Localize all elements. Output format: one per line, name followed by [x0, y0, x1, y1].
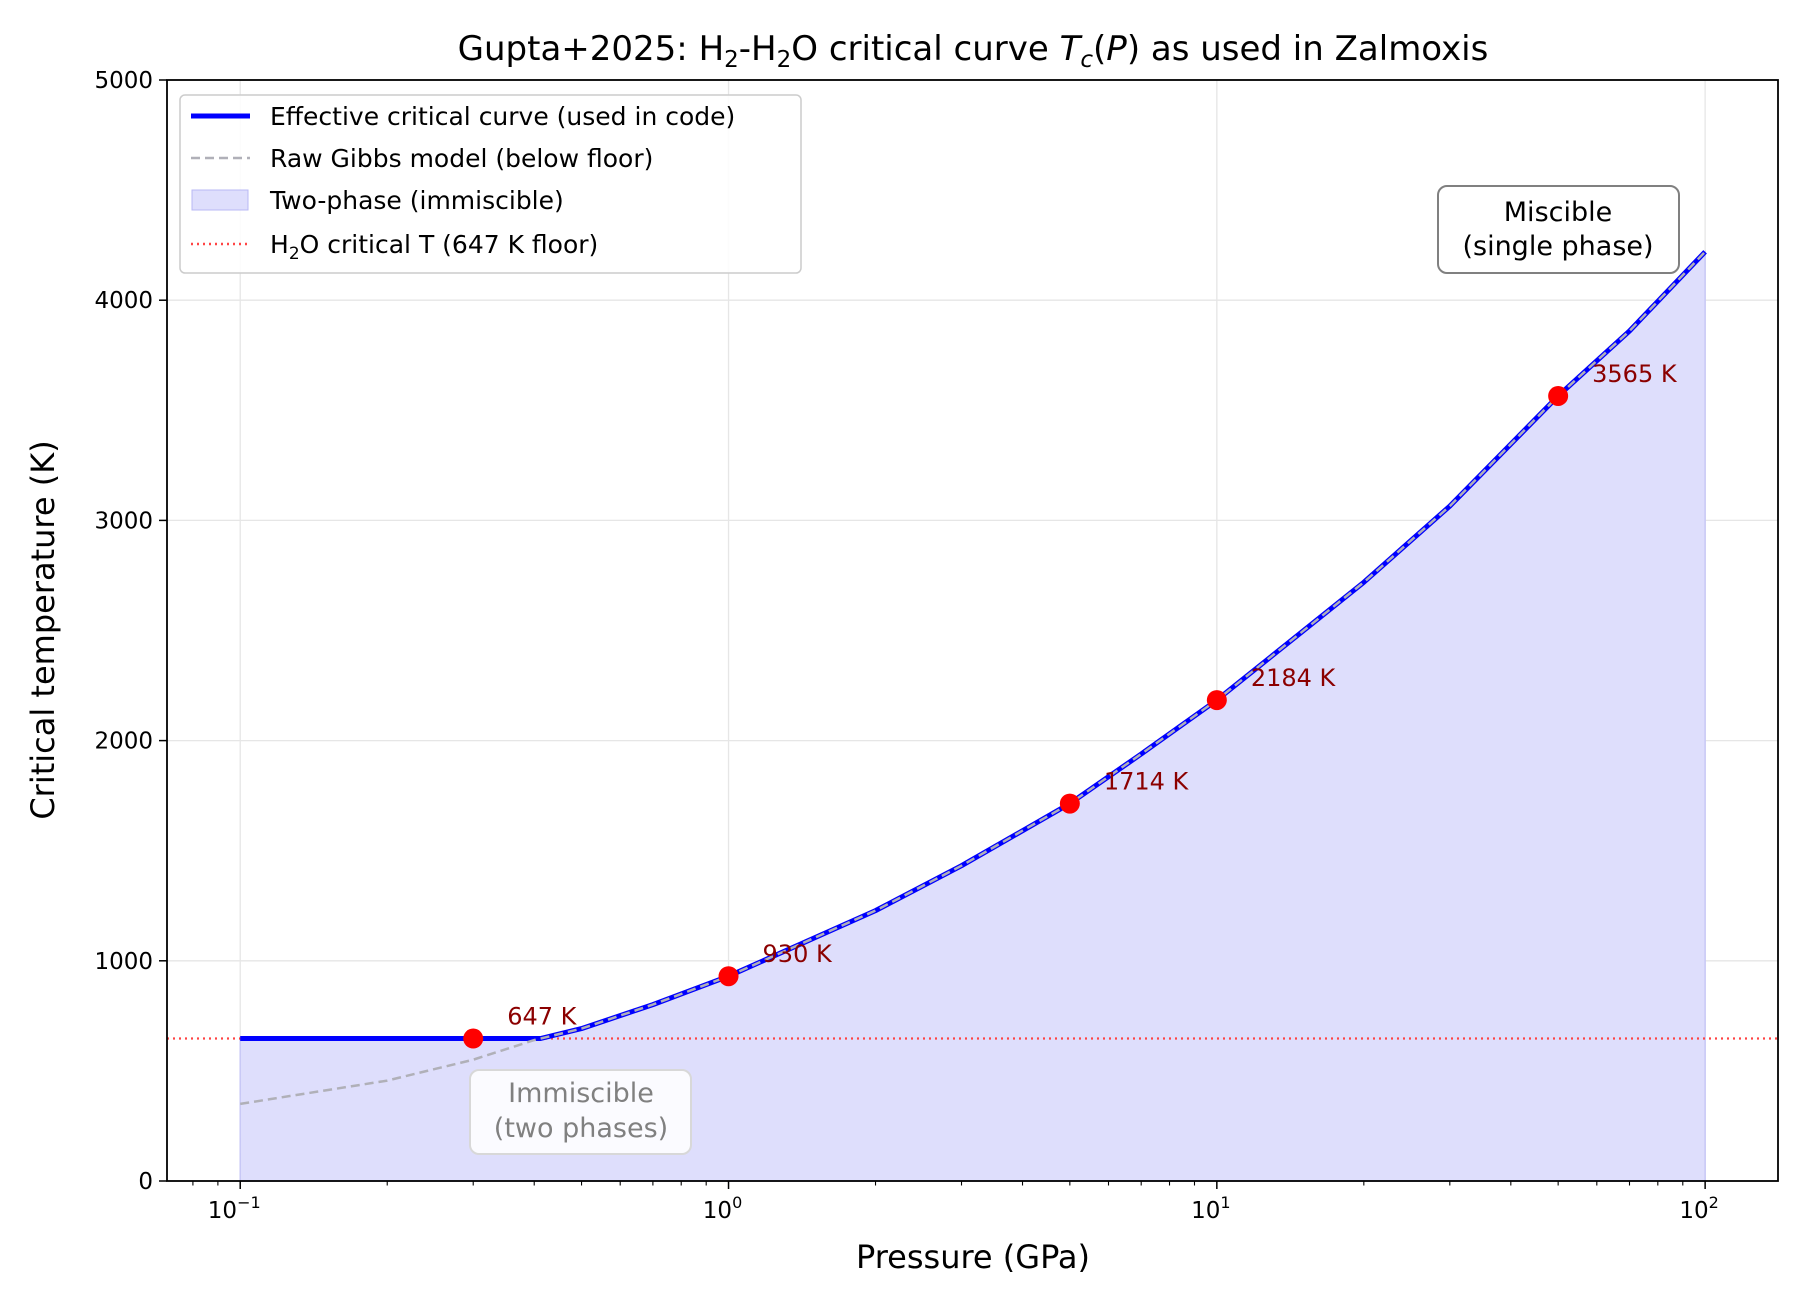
y-tick-label: 0: [138, 1169, 153, 1195]
axes-frame: [166, 79, 1779, 1182]
legend-label-floor: H2O critical T (647 K floor): [270, 230, 598, 264]
y-tick-label: 4000: [94, 288, 153, 314]
marker-point: [718, 966, 739, 987]
svg-text:Miscible: Miscible: [1504, 197, 1612, 228]
svg-text:Immiscible: Immiscible: [508, 1078, 654, 1109]
x-axis-label: Pressure (GPa): [856, 1238, 1090, 1276]
marker-label: 647 K: [507, 1003, 577, 1031]
chart-title: Gupta+2025: H2-H2O critical curve Tc(P) …: [458, 29, 1489, 73]
x-tick-label: 10−1: [208, 1193, 261, 1224]
marker-point: [1548, 385, 1569, 406]
plot-area: 647 K 930 K 1714 K 2184 K 3565 K: [167, 249, 1778, 1182]
x-tick-label: 101: [1191, 1193, 1230, 1224]
marker-point: [463, 1028, 484, 1049]
marker-point: [1206, 690, 1227, 711]
annotation-miscible: Miscible (single phase): [1437, 185, 1680, 274]
x-tick-label: 102: [1679, 1193, 1718, 1224]
two-phase-region: [239, 249, 1706, 1182]
legend-label-fill: Two-phase (immiscible): [269, 186, 564, 215]
raw-gibbs-curve: [240, 250, 1707, 1106]
svg-text:(two phases): (two phases): [494, 1113, 668, 1144]
marker-point: [1059, 793, 1080, 814]
marker-label: 3565 K: [1592, 360, 1678, 388]
y-tick-label: 2000: [94, 729, 153, 755]
y-axis-label: Critical temperature (K): [24, 440, 62, 819]
legend-label-effective: Effective critical curve (used in code): [270, 102, 735, 131]
y-tick-label: 5000: [94, 68, 153, 94]
svg-text:(single phase): (single phase): [1462, 231, 1653, 262]
marker-label: 1714 K: [1104, 768, 1190, 796]
y-tick-label: 1000: [94, 949, 153, 975]
annotation-immiscible: Immiscible (two phases): [469, 1069, 692, 1155]
y-tick-label: 3000: [94, 508, 153, 534]
legend: Effective critical curve (used in code) …: [179, 94, 802, 274]
marker-label: 2184 K: [1251, 664, 1337, 692]
marker-label: 930 K: [763, 940, 833, 968]
x-tick-label: 100: [703, 1193, 742, 1224]
legend-box: [179, 94, 802, 274]
ticks: 0 1000 2000 3000 4000 5000 10−1 100 101 102: [94, 68, 1718, 1224]
legend-label-raw: Raw Gibbs model (below floor): [270, 144, 653, 173]
legend-swatch-fill: [191, 189, 249, 211]
